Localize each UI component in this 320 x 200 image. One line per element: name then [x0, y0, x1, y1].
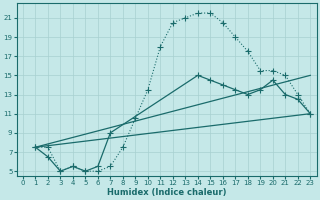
X-axis label: Humidex (Indice chaleur): Humidex (Indice chaleur) — [107, 188, 226, 197]
